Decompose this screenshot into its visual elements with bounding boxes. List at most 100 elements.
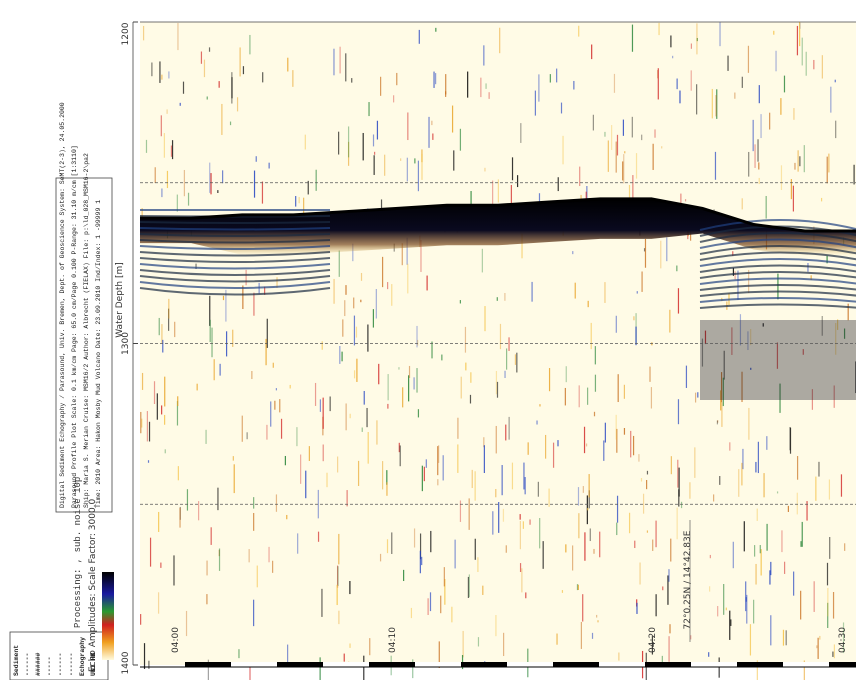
time-bar xyxy=(369,662,415,667)
texture-streak xyxy=(766,523,768,551)
subbottom-arc xyxy=(139,221,331,224)
texture-streak xyxy=(195,263,197,269)
texture-streak xyxy=(510,184,512,211)
texture-streak xyxy=(666,237,668,262)
texture-streak xyxy=(684,199,687,202)
texture-streak xyxy=(232,329,234,347)
texture-streak xyxy=(636,291,638,294)
texture-streak xyxy=(519,520,521,550)
texture-streak xyxy=(826,255,828,264)
texture-streak xyxy=(412,659,414,679)
time-bar xyxy=(185,662,231,667)
texture-streak xyxy=(805,51,807,76)
texture-streak xyxy=(164,414,166,425)
texture-streak xyxy=(561,590,564,593)
y-tick-label: 1400 xyxy=(121,651,131,674)
texture-streak xyxy=(765,195,767,219)
texture-streak xyxy=(534,90,536,116)
x-tick-label: 04:30 xyxy=(838,627,848,653)
texture-streak xyxy=(338,131,340,155)
subbottom-arc xyxy=(139,281,331,289)
texture-streak xyxy=(749,624,752,656)
texture-streak xyxy=(249,34,251,55)
texture-streak xyxy=(435,73,437,85)
texture-streak xyxy=(480,77,482,98)
texture-streak xyxy=(586,185,588,207)
texture-streak xyxy=(342,319,344,337)
texture-streak xyxy=(168,298,170,319)
subbottom-arc xyxy=(699,290,856,297)
texture-streak xyxy=(391,284,393,306)
texture-streak xyxy=(504,370,506,378)
texture-streak xyxy=(572,545,574,571)
texture-streak xyxy=(183,169,186,197)
texture-streak xyxy=(245,269,247,286)
texture-streak xyxy=(337,566,339,587)
texture-streak xyxy=(586,387,589,405)
time-bar xyxy=(553,662,599,667)
texture-streak xyxy=(582,594,584,622)
texture-streak xyxy=(524,477,526,495)
texture-streak xyxy=(485,83,487,89)
texture-streak xyxy=(613,73,616,93)
texture-streak xyxy=(482,585,484,595)
texture-streak xyxy=(338,610,340,625)
texture-streak xyxy=(208,47,211,52)
texture-streak xyxy=(445,91,447,97)
texture-streak xyxy=(514,354,517,365)
texture-streak xyxy=(801,521,803,547)
texture-streak xyxy=(367,324,369,352)
texture-streak xyxy=(521,233,523,259)
texture-streak xyxy=(361,427,363,432)
texture-streak xyxy=(349,580,351,595)
texture-streak xyxy=(777,273,779,300)
texture-streak xyxy=(262,72,264,83)
texture-streak xyxy=(344,300,346,317)
texture-streak xyxy=(468,574,470,598)
texture-streak xyxy=(413,528,416,548)
texture-streak xyxy=(538,74,540,102)
texture-streak xyxy=(641,134,643,141)
texture-streak xyxy=(185,610,188,637)
texture-streak xyxy=(677,459,679,488)
texture-streak xyxy=(203,59,206,78)
texture-streak xyxy=(783,561,786,574)
texture-streak xyxy=(817,637,819,659)
texture-streak xyxy=(229,121,232,126)
subbottom-arc xyxy=(139,251,331,257)
texture-streak xyxy=(787,505,789,512)
texture-streak xyxy=(521,568,523,593)
texture-streak xyxy=(368,102,370,117)
texture-streak xyxy=(423,466,425,482)
subbottom-arc xyxy=(699,245,856,255)
texture-streak xyxy=(853,164,855,185)
texture-streak xyxy=(386,470,388,485)
texture-streak xyxy=(587,507,589,511)
texture-streak xyxy=(158,511,160,532)
texture-streak xyxy=(474,538,476,560)
texture-streak xyxy=(206,96,208,100)
texture-streak xyxy=(636,602,638,614)
texture-streak xyxy=(451,606,453,623)
texture-streak xyxy=(639,562,641,585)
texture-streak xyxy=(408,375,410,402)
texture-streak xyxy=(146,411,148,442)
texture-streak xyxy=(451,105,454,133)
texture-streak xyxy=(166,170,169,189)
texture-streak xyxy=(147,460,150,463)
texture-streak xyxy=(410,607,413,619)
texture-streak xyxy=(577,487,580,506)
texture-streak xyxy=(579,166,581,187)
subbottom-arc xyxy=(699,271,856,279)
texture-streak xyxy=(319,399,322,412)
subbottom-arc xyxy=(139,263,331,270)
texture-streak xyxy=(842,622,845,654)
texture-streak xyxy=(807,263,809,272)
texture-streak xyxy=(757,441,759,474)
texture-streak xyxy=(222,295,225,301)
texture-streak xyxy=(209,295,211,326)
texture-streak xyxy=(723,350,725,380)
texture-streak xyxy=(322,444,324,462)
texture-streak xyxy=(832,651,834,657)
texture-streak xyxy=(253,292,255,316)
